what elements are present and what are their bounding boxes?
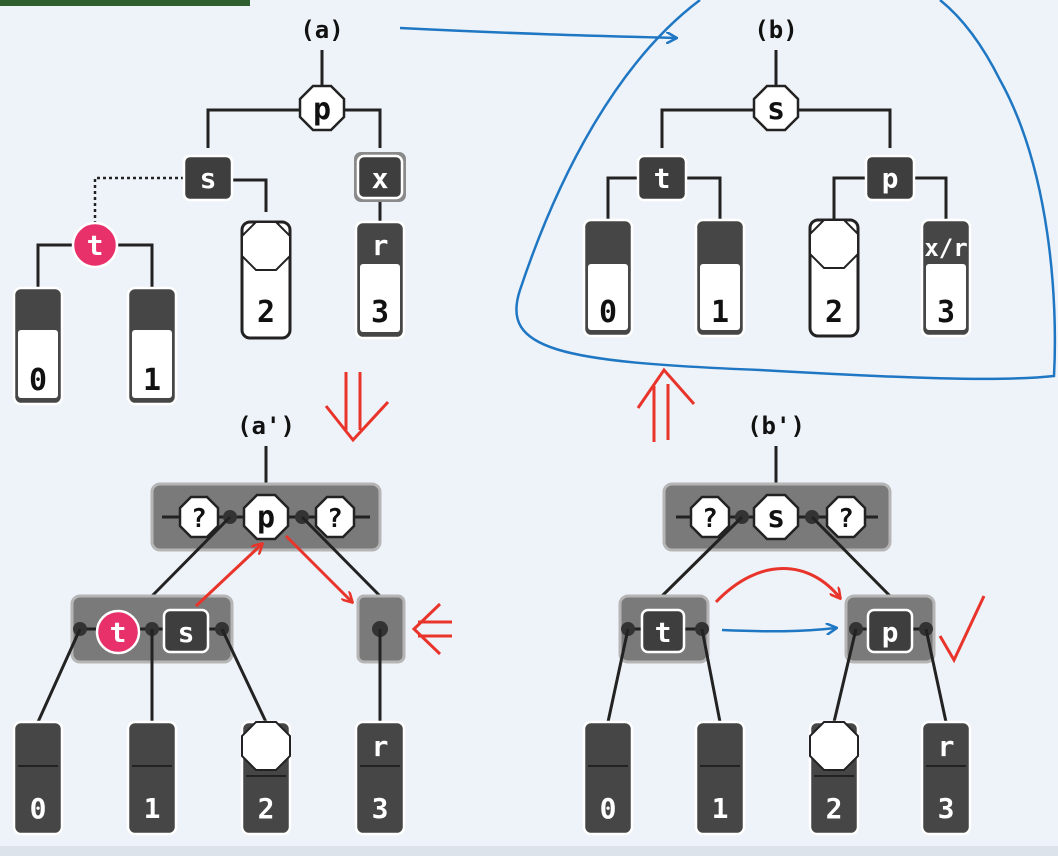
node-a-prime-p-label: p xyxy=(257,500,275,535)
leaf-b-1-label: 1 xyxy=(711,295,729,330)
node-b-prime-p-label: p xyxy=(882,616,899,649)
node-a-prime-r-label: r xyxy=(372,730,389,763)
node-b-p-label: p xyxy=(882,162,899,195)
node-b-prime-s-label: s xyxy=(767,500,785,535)
caption-a-prime: (a') xyxy=(237,412,295,440)
leaf-a-3-label: 3 xyxy=(371,295,389,330)
node-a-prime-q2-label: ? xyxy=(327,504,343,534)
arrow-down-red xyxy=(326,372,388,440)
leaf-b-prime-3-label: 3 xyxy=(938,792,955,825)
node-a-s-label: s xyxy=(200,162,217,195)
arrow-blue-t-to-p xyxy=(722,628,836,631)
tree-b-prime: (b') ? s ? t p 0 1 xyxy=(584,412,984,834)
tree-b: (b) 0 1 2 3 x/r s t p xyxy=(516,0,1055,379)
leaf-b-3-label: 3 xyxy=(937,295,955,330)
node-a-t-label: t xyxy=(87,229,104,262)
caption-b-prime: (b') xyxy=(747,412,805,440)
bottom-strip xyxy=(0,846,1058,856)
node-b-prime-q2-label: ? xyxy=(838,504,854,534)
leaf-a-prime-1-label: 1 xyxy=(144,792,161,825)
dotted-link xyxy=(95,178,184,224)
node-b-xr-label: x/r xyxy=(924,234,967,262)
node-a-prime-s-label: s xyxy=(178,616,195,649)
top-strip xyxy=(0,0,250,6)
node-a-p-label: p xyxy=(313,92,331,127)
node-a-x-label: x xyxy=(372,162,389,195)
tree-a-prime: (a') ? p ? t s 0 1 xyxy=(14,412,452,834)
node-a-prime-t-label: t xyxy=(110,616,127,649)
leaf-a-0-label: 0 xyxy=(29,363,47,398)
arrow-left-red xyxy=(414,604,452,654)
arrow-up-red xyxy=(638,370,694,442)
leaf-b-prime-1-label: 1 xyxy=(712,792,729,825)
node-a-r-label: r xyxy=(372,229,389,262)
leaf-b-prime-0-label: 0 xyxy=(600,792,617,825)
checkmark-icon xyxy=(940,596,984,660)
node-b-prime-q1-label: ? xyxy=(702,504,718,534)
leaf-a-prime-2-label: 2 xyxy=(258,792,275,825)
node-b-prime-r-label: r xyxy=(938,730,955,763)
node-a-prime-q1-label: ? xyxy=(191,504,207,534)
leaf-a-1-label: 1 xyxy=(143,363,161,398)
caption-a: (a) xyxy=(300,16,343,44)
node-b-s-label: s xyxy=(767,92,785,127)
tree-a: (a) 0 1 2 3 p s x r t xyxy=(14,16,406,404)
leaf-b-2-label: 2 xyxy=(825,295,843,330)
leaf-b-prime-2-label: 2 xyxy=(826,792,843,825)
caption-b: (b) xyxy=(754,16,797,44)
leaf-b-0-label: 0 xyxy=(599,295,617,330)
arrow-curve-t-to-p xyxy=(716,569,840,603)
leaf-a-prime-0-label: 0 xyxy=(30,792,47,825)
node-b-t-label: t xyxy=(654,162,671,195)
node-b-prime-t-label: t xyxy=(655,616,672,649)
leaf-a-2-label: 2 xyxy=(257,295,275,330)
arrow-a-to-b xyxy=(400,28,676,38)
leaf-a-prime-3-label: 3 xyxy=(372,792,389,825)
